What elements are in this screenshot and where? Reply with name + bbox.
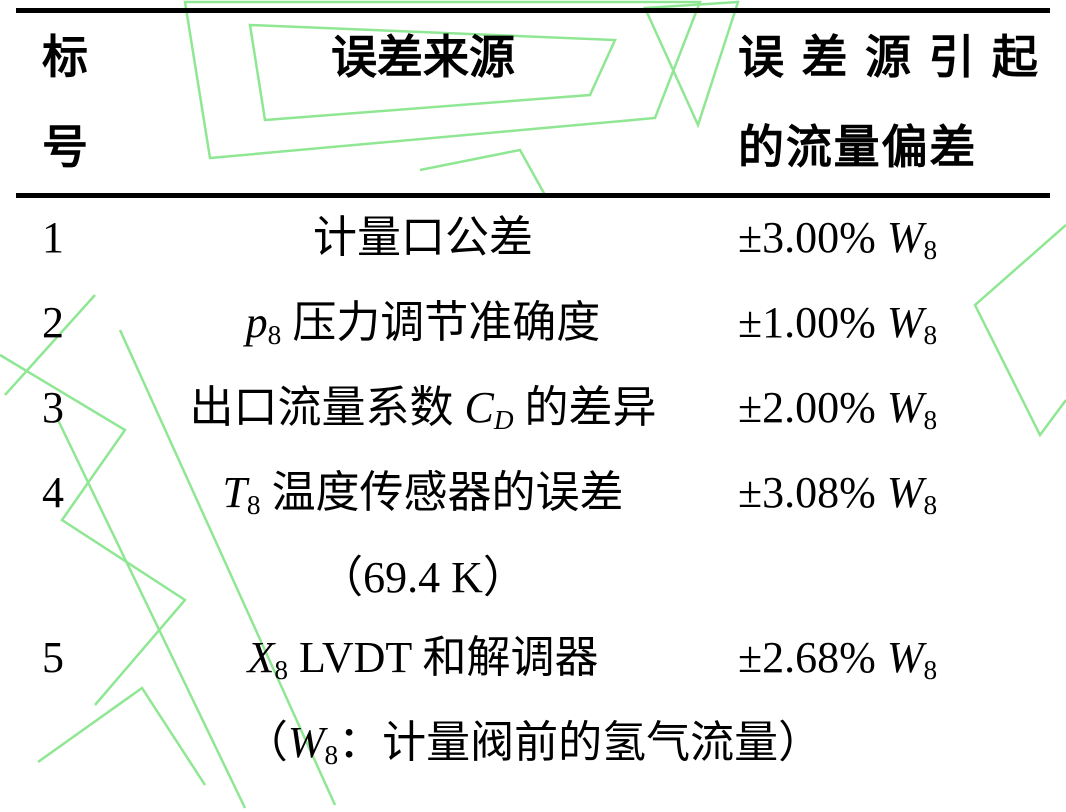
source-variable: C bbox=[464, 383, 494, 432]
header-source-column: 误差来源 bbox=[108, 13, 738, 103]
table-footnote: （W8：计量阀前的氢气流量） bbox=[16, 703, 1050, 788]
row-number: 4 bbox=[42, 468, 64, 517]
error-source-line1: 出口流量系数 CD 的差异 bbox=[108, 368, 738, 453]
deviation-variable: W bbox=[886, 213, 924, 262]
table-content: 标 号 误差来源 误差源引起 的流量偏差 1 计量口公差 ±3.00% W8 bbox=[0, 8, 1066, 812]
error-source: X8 LVDT 和解调器 bbox=[108, 618, 738, 703]
error-source: 出口流量系数 CD 的差异 bbox=[108, 368, 738, 453]
source-variable-subscript: 8 bbox=[267, 319, 282, 350]
source-text: 的差异 bbox=[513, 383, 657, 432]
deviation-value: ±3.08% bbox=[738, 468, 887, 517]
deviation-variable: W bbox=[886, 298, 924, 347]
footnote-variable-subscript: 8 bbox=[324, 739, 339, 770]
source-variable-subscript: 8 bbox=[246, 489, 261, 520]
header-deviation-line1: 误差源引起 bbox=[738, 32, 1056, 83]
table-row: 2 p8 压力调节准确度 ±1.00% W8 bbox=[16, 283, 1050, 368]
header-source-label: 误差来源 bbox=[331, 32, 515, 83]
source-prefix: 出口流量系数 bbox=[189, 383, 465, 432]
table-header-row: 标 号 误差来源 误差源引起 的流量偏差 bbox=[16, 13, 1050, 193]
source-variable: T bbox=[222, 468, 247, 517]
source-variable-subscript: D bbox=[493, 404, 514, 435]
deviation-value: ±3.00% bbox=[738, 213, 887, 262]
error-source-line1: p8 压力调节准确度 bbox=[108, 283, 738, 368]
row-number: 3 bbox=[42, 383, 64, 432]
error-source: p8 压力调节准确度 bbox=[108, 283, 738, 368]
footnote-variable: W bbox=[287, 718, 325, 767]
error-source-line2: （69.4 K） bbox=[319, 553, 527, 602]
table-row: 4 T8 温度传感器的误差 （69.4 K） ±3.08% W8 bbox=[16, 453, 1050, 618]
deviation-variable: W bbox=[886, 383, 924, 432]
header-deviation-column: 误差源引起 的流量偏差 bbox=[738, 13, 1050, 193]
source-variable-subscript: 8 bbox=[274, 654, 289, 685]
table-row: 5 X8 LVDT 和解调器 ±2.68% W8 bbox=[16, 618, 1050, 703]
error-source: T8 温度传感器的误差 （69.4 K） bbox=[108, 453, 738, 618]
header-id-line1: 标 bbox=[42, 32, 88, 83]
footnote-open-paren: （ bbox=[243, 718, 288, 767]
source-variable: p bbox=[245, 298, 268, 347]
header-id-column: 标 号 bbox=[16, 13, 108, 193]
deviation-variable-subscript: 8 bbox=[923, 654, 938, 685]
error-source-line1: 计量口公差 bbox=[108, 198, 738, 283]
header-deviation-line2: 的流量偏差 bbox=[738, 122, 978, 173]
flow-deviation: ±2.00% W8 bbox=[738, 368, 1050, 453]
table-row: 1 计量口公差 ±3.00% W8 bbox=[16, 198, 1050, 283]
deviation-variable-subscript: 8 bbox=[923, 489, 938, 520]
deviation-variable: W bbox=[886, 633, 924, 682]
row-number: 5 bbox=[42, 633, 64, 682]
error-source-line1: X8 LVDT 和解调器 bbox=[108, 618, 738, 703]
deviation-variable: W bbox=[886, 468, 924, 517]
source-text: LVDT 和解调器 bbox=[288, 633, 599, 682]
source-text: 计量口公差 bbox=[313, 213, 533, 262]
table-body: 1 计量口公差 ±3.00% W8 2 p8 压力调节准确度 ±1.00% W8… bbox=[16, 198, 1050, 788]
error-source-line1: T8 温度传感器的误差 bbox=[108, 453, 738, 538]
footnote-text: ：计量阀前的氢气流量） bbox=[338, 718, 823, 767]
source-text: 压力调节准确度 bbox=[281, 298, 601, 347]
table-row: 3 出口流量系数 CD 的差异 ±2.00% W8 bbox=[16, 368, 1050, 453]
deviation-value: ±2.00% bbox=[738, 383, 887, 432]
source-text: 温度传感器的误差 bbox=[260, 468, 624, 517]
deviation-value: ±1.00% bbox=[738, 298, 887, 347]
row-number: 1 bbox=[42, 213, 64, 262]
deviation-variable-subscript: 8 bbox=[923, 319, 938, 350]
deviation-variable-subscript: 8 bbox=[923, 234, 938, 265]
flow-deviation: ±3.08% W8 bbox=[738, 453, 1050, 538]
flow-deviation: ±3.00% W8 bbox=[738, 198, 1050, 283]
deviation-value: ±2.68% bbox=[738, 633, 887, 682]
flow-deviation: ±1.00% W8 bbox=[738, 283, 1050, 368]
source-variable: X bbox=[247, 633, 275, 682]
header-id-line2: 号 bbox=[42, 122, 88, 173]
row-number: 2 bbox=[42, 298, 64, 347]
error-source: 计量口公差 bbox=[108, 198, 738, 283]
flow-deviation: ±2.68% W8 bbox=[738, 618, 1050, 703]
deviation-variable-subscript: 8 bbox=[923, 404, 938, 435]
